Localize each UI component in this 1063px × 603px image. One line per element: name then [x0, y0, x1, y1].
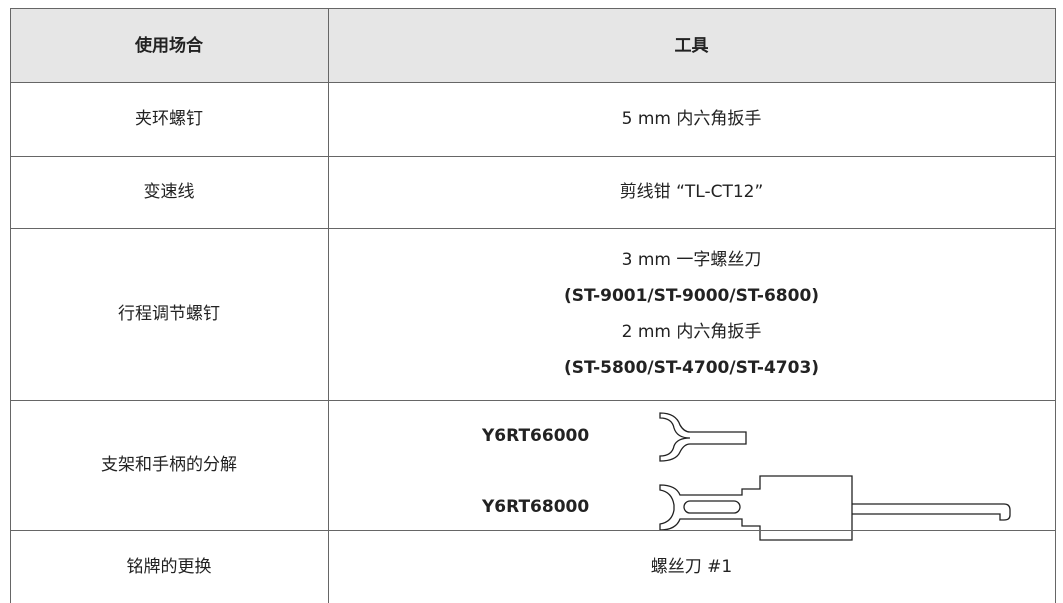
border: [10, 156, 1056, 157]
part-number: Y6RT66000: [482, 426, 590, 446]
hook-tool: [659, 475, 853, 541]
cell: 铭牌的更换: [126, 556, 212, 577]
header-cell: 工具: [328, 9, 1055, 82]
cell: 剪线钳 “TL-CT12”: [619, 182, 764, 202]
slot: [683, 500, 741, 514]
cell: 3 mm 一字螺丝刀 (ST-9001/ST-9000/ST-6800) 2 m…: [328, 228, 1055, 400]
border: [10, 8, 11, 603]
cell: 变速线: [143, 182, 195, 202]
cell: 行程调节螺钉: [118, 304, 220, 324]
header-cell: 使用场合: [10, 9, 328, 82]
border: [328, 8, 329, 603]
part-number: Y6RT68000: [482, 497, 590, 517]
cell: 螺丝刀 #1: [650, 556, 733, 577]
cell: 5 mm 内六角扳手: [621, 109, 762, 129]
border: [10, 530, 1056, 531]
border: [10, 228, 1056, 229]
border: [1055, 8, 1056, 603]
text-line: (ST-5800/ST-4700/ST-4703): [563, 358, 820, 378]
text-line: 3 mm 一字螺丝刀: [621, 250, 762, 270]
cell: 夹环螺钉: [135, 109, 203, 129]
hook-rod: [852, 503, 1011, 521]
text-line: (ST-9001/ST-9000/ST-6800): [563, 286, 820, 306]
text-line: 2 mm 内六角扳手: [621, 322, 762, 342]
border: [10, 400, 1056, 401]
cell: 支架和手柄的分解: [101, 455, 237, 475]
border: [10, 82, 1056, 83]
fork-tool: [659, 412, 747, 462]
border: [10, 8, 1056, 9]
